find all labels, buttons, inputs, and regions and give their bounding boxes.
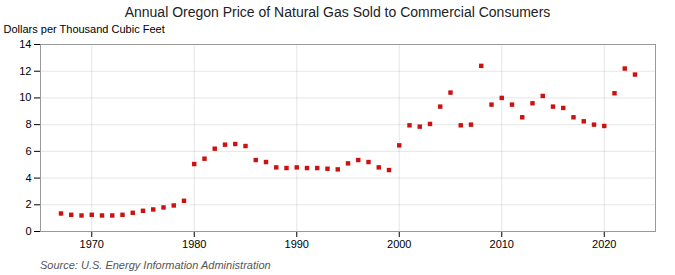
svg-text:8: 8 [25, 118, 31, 130]
svg-text:Dollars per Thousand Cubic Fee: Dollars per Thousand Cubic Feet [4, 23, 165, 35]
svg-text:2: 2 [25, 198, 31, 210]
svg-text:14: 14 [19, 38, 31, 50]
html-text:Source: U.S. Energy Informatio: Source: U.S. Energy Information Administ… [40, 259, 271, 271]
svg-text:2010: 2010 [490, 238, 514, 250]
svg-text:4: 4 [25, 172, 31, 184]
svg-text:10: 10 [19, 91, 31, 103]
svg-text:2000: 2000 [387, 238, 411, 250]
svg-text:2020: 2020 [592, 238, 616, 250]
svg-text:1990: 1990 [285, 238, 309, 250]
html-text:Annual Oregon Price of Natural: Annual Oregon Price of Natural Gas Sold … [124, 4, 551, 20]
svg-text:12: 12 [19, 65, 31, 77]
svg-text:6: 6 [25, 145, 31, 157]
svg-text:1970: 1970 [80, 238, 104, 250]
svg-text:0: 0 [25, 225, 31, 237]
svg-text:1980: 1980 [182, 238, 206, 250]
